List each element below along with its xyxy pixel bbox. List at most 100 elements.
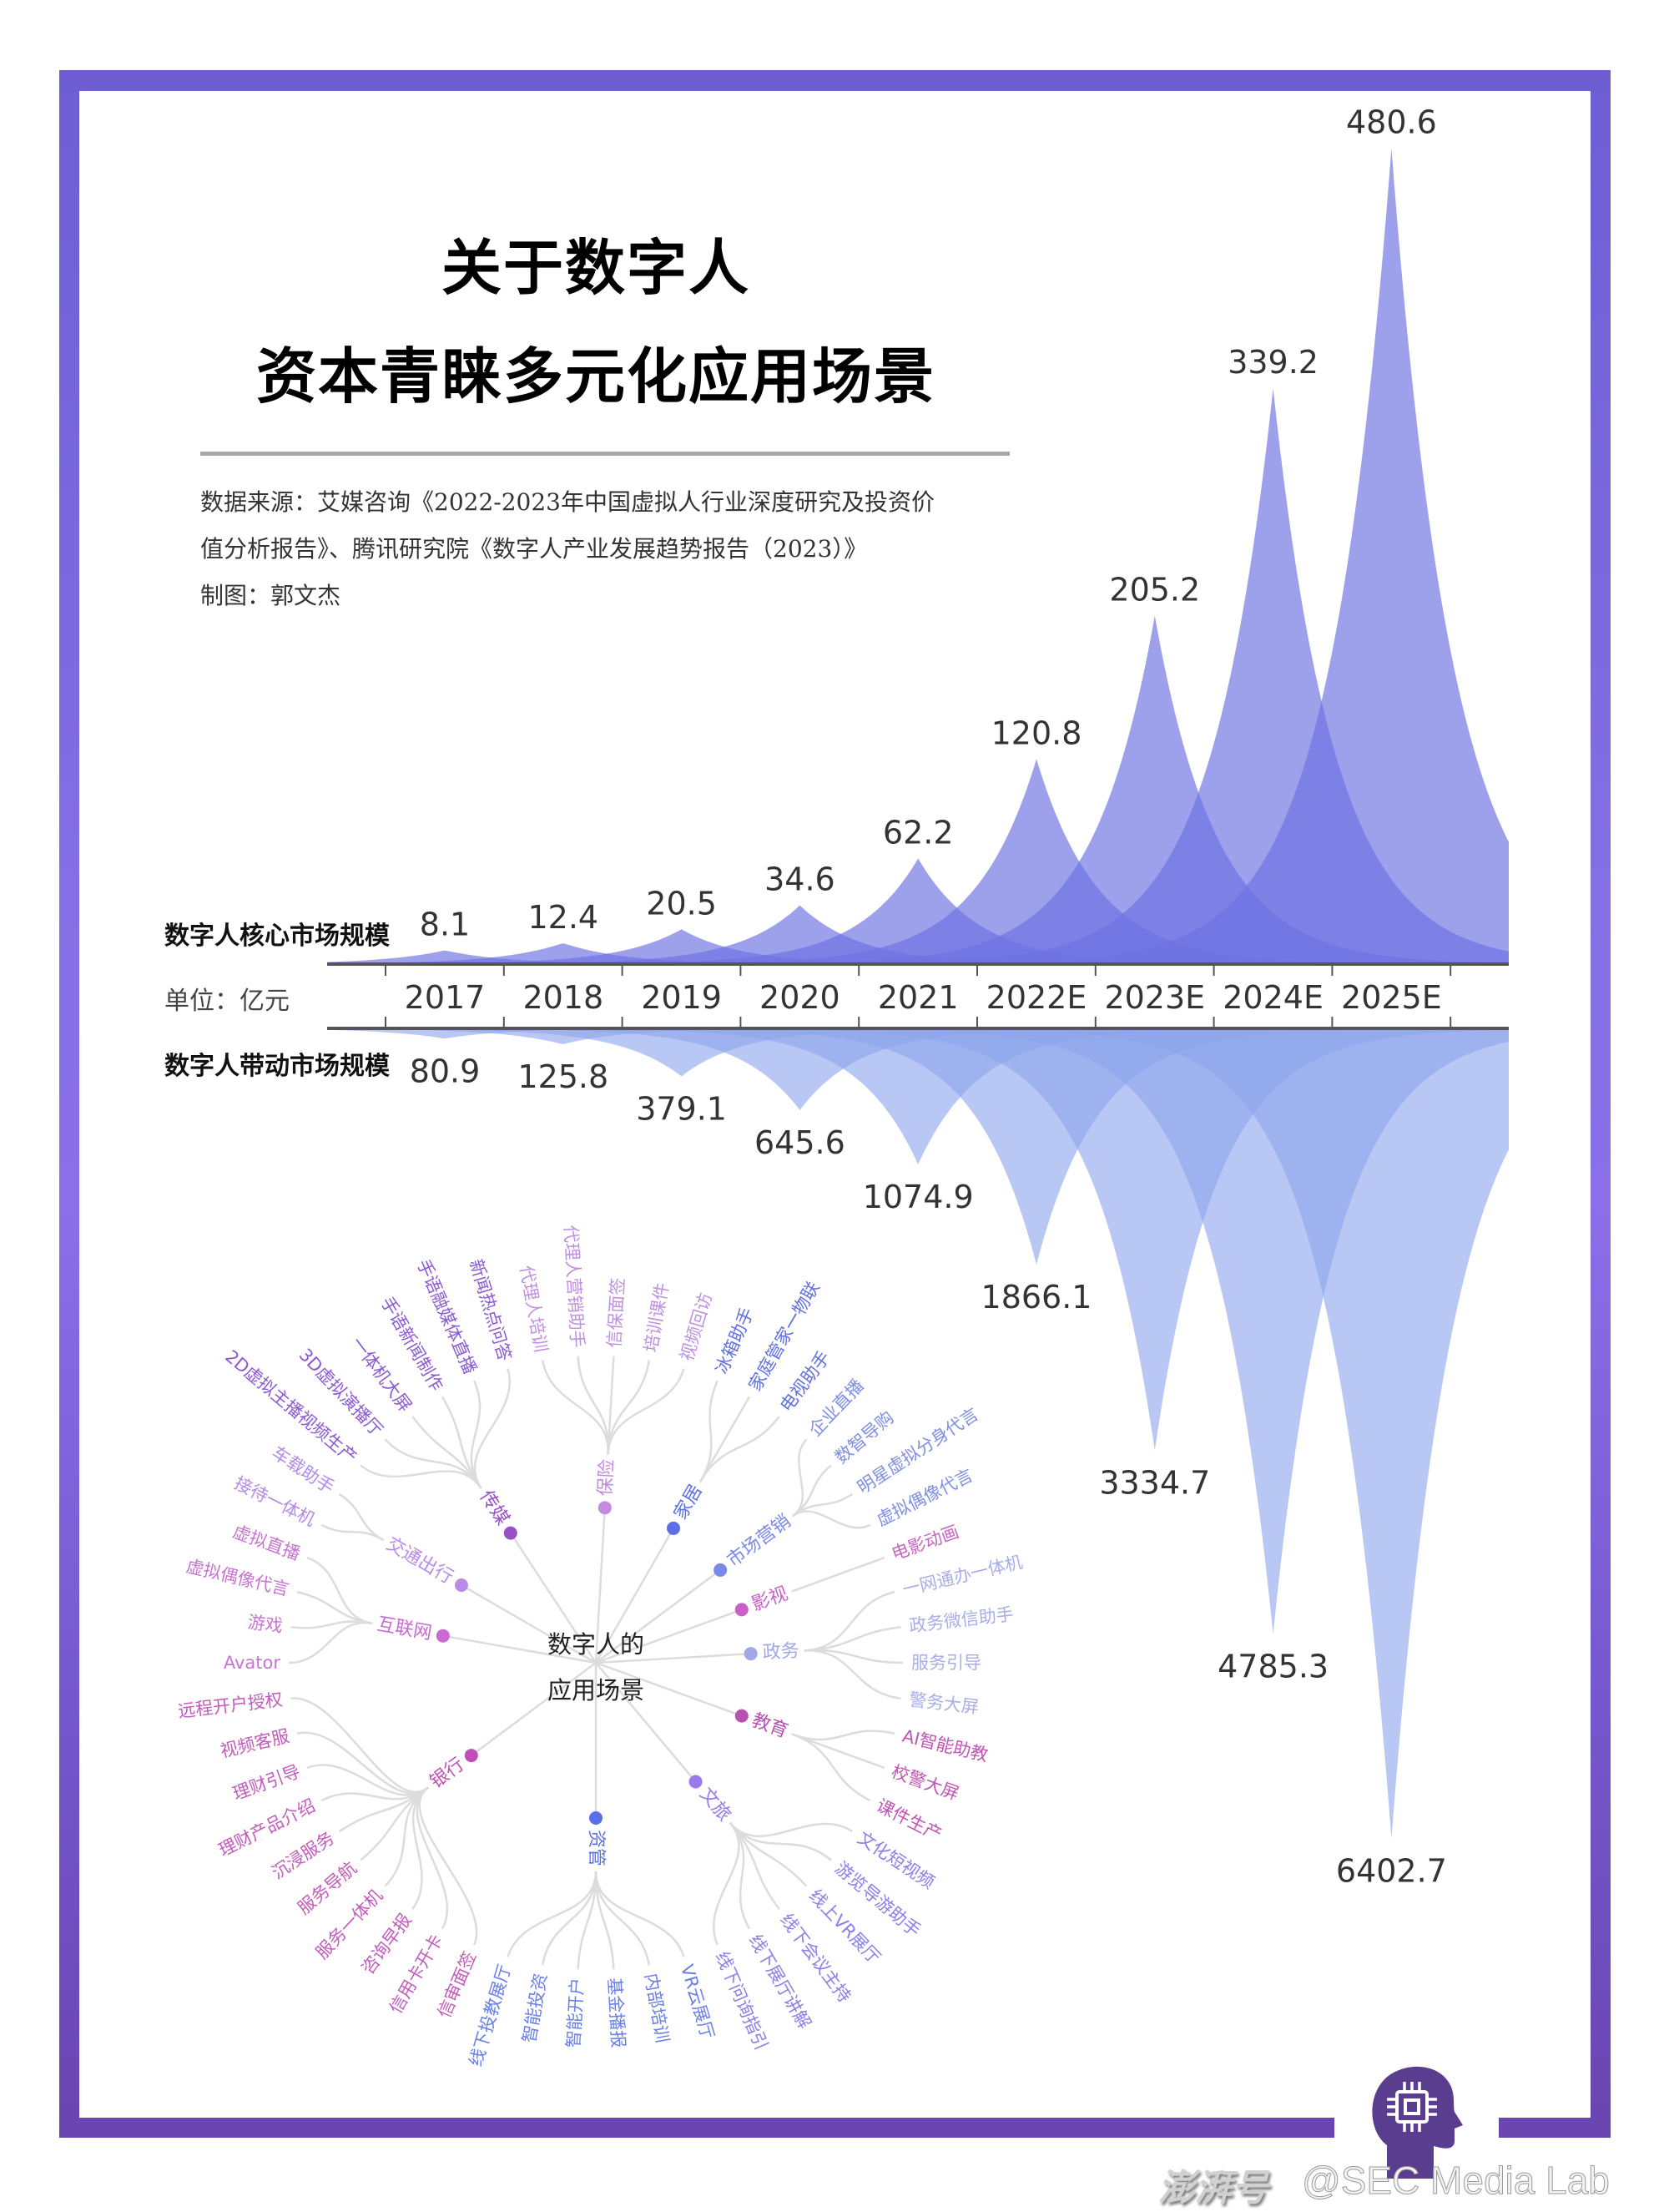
- core-value-label: 20.5: [646, 885, 717, 922]
- leaf-link: [384, 1438, 482, 1489]
- category-node-dot: [436, 1629, 450, 1643]
- leaf-link: [338, 1492, 385, 1542]
- leaf-link: [384, 1786, 430, 1887]
- leaf-label: 冰箱助手: [712, 1305, 758, 1377]
- root-link: [461, 1583, 597, 1664]
- leaf-label: 视频回访: [677, 1290, 716, 1363]
- category-node-dot: [734, 1603, 749, 1617]
- credit: 制图：郭文杰: [200, 582, 341, 609]
- root-link: [595, 1608, 743, 1664]
- leaf-link: [698, 1416, 780, 1483]
- leaf-link: [791, 1733, 885, 1770]
- leaf-link: [541, 1871, 598, 1966]
- driven-value-label: 125.8: [517, 1058, 608, 1095]
- driven-spike-2023E: [804, 1028, 1505, 1451]
- leaf-label: 服务引导: [911, 1653, 981, 1673]
- leaf-label: 信审面签: [434, 1948, 480, 2021]
- leaf-link: [804, 1649, 901, 1699]
- leaf-label: 代理人培训: [516, 1264, 551, 1354]
- root-link: [509, 1532, 598, 1664]
- category-node-dot: [454, 1578, 468, 1592]
- leaf-label: 代理人营销助手: [560, 1225, 587, 1348]
- category-node-dot: [503, 1526, 517, 1540]
- driven-spike-2022E: [686, 1028, 1387, 1265]
- root-link: [471, 1661, 597, 1757]
- leaf-link: [698, 1380, 719, 1483]
- core-value-label: 205.2: [1109, 572, 1200, 609]
- application-tree: Avator游戏虚拟偶像代言虚拟直播互联网接待一体机车载助手交通出行2D虚拟主播…: [177, 1225, 1025, 2068]
- year-tick-label: 2025E: [1341, 979, 1442, 1016]
- leaf-label: 电影动画: [889, 1522, 961, 1564]
- year-tick-label: 2019: [641, 979, 722, 1016]
- tree-nodes: Avator游戏虚拟偶像代言虚拟直播互联网接待一体机车载助手交通出行2D虚拟主播…: [177, 1225, 1025, 2068]
- core-spike-2017: [327, 950, 795, 964]
- leaf-link: [792, 1510, 871, 1529]
- root-link: [595, 1661, 743, 1717]
- leaf-link: [698, 1396, 751, 1483]
- unit-label: 单位：亿元: [164, 987, 290, 1016]
- root-link: [594, 1507, 607, 1664]
- category-node-dot: [713, 1563, 728, 1577]
- core-value-label: 12.4: [527, 899, 598, 936]
- root-link: [442, 1634, 597, 1664]
- driven-spike-2025E: [1041, 1028, 1509, 1839]
- year-tick-label: 2022E: [986, 979, 1087, 1016]
- category-node-dot: [734, 1709, 749, 1723]
- leaf-link: [418, 1786, 478, 1946]
- tree-root-line-1: 数字人的: [547, 1630, 644, 1659]
- core-spike-2024E: [922, 388, 1509, 964]
- leaf-label: 虚拟直播: [230, 1522, 303, 1564]
- leaf-label: 理财引导: [230, 1761, 303, 1804]
- core-market-spikes: [327, 148, 1509, 964]
- driven-spike-2024E: [922, 1028, 1509, 1634]
- leaf-link: [577, 1356, 609, 1455]
- leaf-label: AI智能助教: [900, 1726, 990, 1765]
- leaf-link: [607, 1360, 651, 1455]
- driven-spike-2020: [449, 1028, 1151, 1110]
- leaf-label: Avator: [224, 1653, 281, 1673]
- leaf-link: [729, 1821, 854, 1838]
- category-label: 互联网: [376, 1614, 433, 1644]
- category-label: 政务: [762, 1640, 799, 1664]
- driven-value-label: 3334.7: [1099, 1465, 1210, 1502]
- leaf-link: [360, 1786, 430, 1861]
- leaf-link: [804, 1590, 895, 1652]
- category-node-dot: [464, 1749, 478, 1763]
- core-value-label: 339.2: [1228, 344, 1319, 381]
- leaf-link: [320, 1786, 430, 1802]
- year-tick-label: 2021: [878, 979, 959, 1016]
- leaf-label: 智能投资: [519, 1972, 551, 2044]
- leaf-link: [470, 1380, 482, 1489]
- category-label: 文旅: [695, 1784, 734, 1826]
- leaf-link: [541, 1360, 609, 1455]
- driven-spike-2021: [567, 1028, 1269, 1164]
- leaf-label: 培训课件: [641, 1281, 673, 1354]
- source-line-1: 数据来源：艾媒咨询《2022-2023年中国虚拟人行业深度研究及投资价: [200, 488, 935, 516]
- leaf-link: [729, 1821, 751, 1930]
- driven-value-label: 80.9: [410, 1053, 481, 1089]
- driven-value-label: 4785.3: [1218, 1648, 1329, 1684]
- leaf-link: [729, 1821, 808, 1887]
- root-link: [594, 1528, 675, 1664]
- driven-value-label: 1866.1: [981, 1279, 1092, 1316]
- year-tick-label: 2017: [405, 979, 486, 1016]
- core-spike-2020: [449, 905, 1151, 964]
- category-node-dot: [688, 1775, 703, 1789]
- core-spike-2019: [330, 929, 1032, 964]
- title-line-1: 关于数字人: [441, 233, 750, 303]
- category-label: 影视: [749, 1583, 791, 1616]
- core-value-label: 8.1: [420, 907, 470, 943]
- year-tick-label: 2023E: [1104, 979, 1205, 1016]
- leaf-link: [360, 1464, 482, 1489]
- leaf-link: [507, 1871, 598, 1957]
- root-link: [595, 1652, 751, 1664]
- leaf-link: [594, 1871, 615, 1970]
- category-label: 家居: [670, 1481, 707, 1523]
- leaf-label: 信保面签: [604, 1277, 628, 1348]
- head-chip-icon: [1372, 2066, 1463, 2179]
- leaf-label: 新闻热点问答: [466, 1257, 515, 1364]
- category-label: 保险: [595, 1459, 618, 1497]
- leaf-link: [712, 1821, 740, 1946]
- root-link: [595, 1568, 721, 1664]
